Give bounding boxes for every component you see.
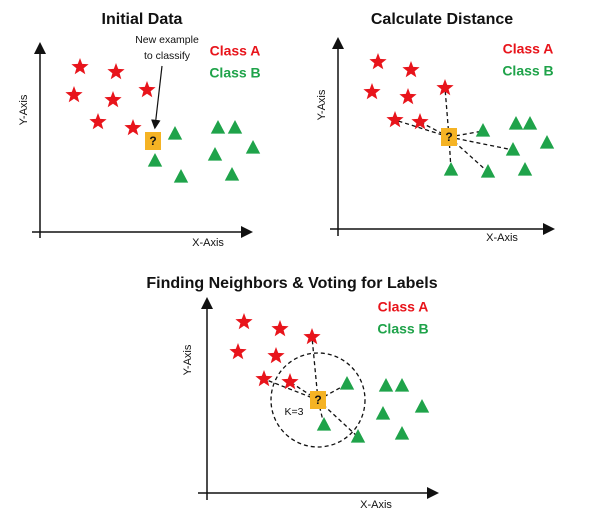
distance-line [419,121,450,138]
distance-line [394,119,450,138]
annotation: New example [135,34,199,46]
legend-class-a: Class A [378,299,429,315]
star-point [369,53,387,70]
y-axis-label: Y-Axis [18,94,30,125]
triangle-point [443,162,459,176]
legend-class-b: Class B [377,321,428,337]
star-point [124,119,142,136]
triangle-point [339,376,355,390]
triangle-point [316,417,332,431]
triangle-point [210,120,226,134]
legend-class-a: Class A [210,43,261,59]
triangle-point [539,135,555,149]
star-point [235,313,253,330]
distance-line [263,378,319,401]
triangle-point [207,147,223,161]
distance-line [317,383,348,401]
query-label: ? [149,134,156,148]
triangle-point [475,123,491,137]
star-point [271,320,289,337]
legend-class-a: Class A [503,41,554,57]
points [65,53,555,443]
query-point [441,128,457,146]
triangle-point [245,140,261,154]
y-axis-label: Y-Axis [316,89,328,120]
triangle-point [350,429,366,443]
k-label: K=3 [285,406,304,418]
triangle-point [167,126,183,140]
panel-title: Initial Data [102,11,183,28]
y-axis-label: Y-Axis [182,344,194,375]
triangle-point [480,164,496,178]
star-point [399,88,417,105]
distance-line [448,130,484,138]
distance-line [289,381,319,401]
annotation-arrow [151,65,163,130]
panel-title: Finding Neighbors & Voting for Labels [146,275,437,292]
triangle-point [375,406,391,420]
triangle-point [394,378,410,392]
distance-line [448,136,514,151]
triangle-point [394,426,410,440]
triangle-point [227,120,243,134]
triangle-point [378,378,394,392]
query-label: ? [445,130,452,144]
star-point [281,373,299,390]
triangle-point [224,167,240,181]
star-point [411,113,429,130]
legend-class-b: Class B [209,65,260,81]
star-point [386,111,404,128]
star-point [255,370,273,387]
star-point [138,81,156,98]
star-point [71,58,89,75]
triangle-point [414,399,430,413]
distance-line [448,136,452,171]
star-point [402,61,420,78]
triangle-point [522,116,538,130]
legend-class-b: Class B [502,63,553,79]
star-point [104,91,122,108]
triangle-point [508,116,524,130]
panel-title: Calculate Distance [371,11,513,28]
triangle-point [505,142,521,156]
star-point [267,347,285,364]
star-point [363,83,381,100]
query-point [145,132,161,150]
star-point [107,63,125,80]
query-label: ? [314,393,321,407]
triangle-point [147,153,163,167]
star-point [303,328,321,345]
star-point [229,343,247,360]
k-radius [270,352,366,448]
star-point [65,86,83,103]
triangle-point [173,169,189,183]
x-axis-label: X-Axis [486,232,518,244]
distance-line [311,336,319,401]
triangle-point [517,162,533,176]
x-axis-label: X-Axis [360,499,392,511]
star-point [436,79,454,96]
query-point [310,391,326,409]
x-axis-label: X-Axis [192,237,224,249]
annotation: to classify [144,50,191,62]
star-point [89,113,107,130]
